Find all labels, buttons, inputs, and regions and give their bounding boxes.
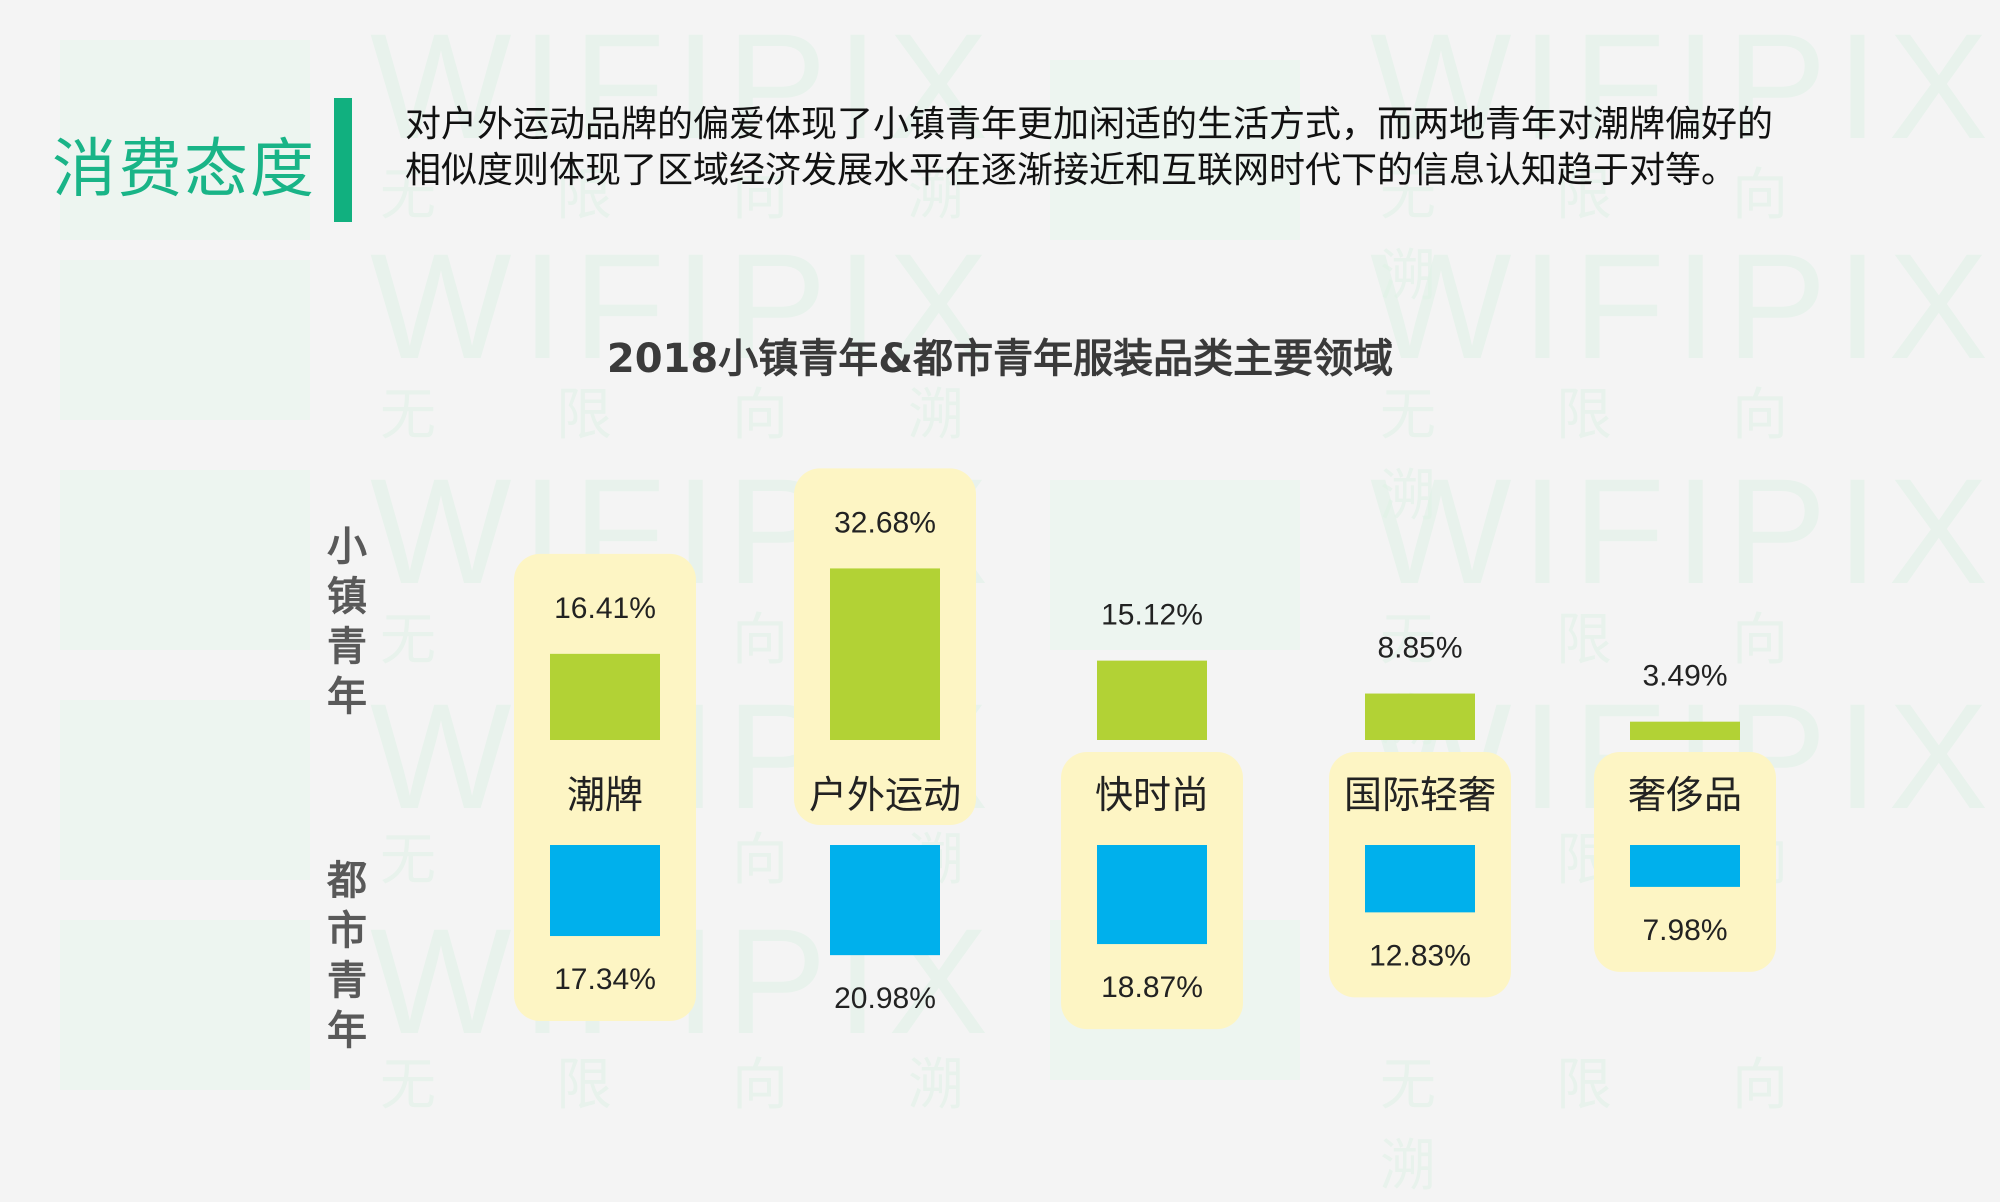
category-label: 户外运动 [809,773,961,817]
watermark-word: WIFIPIX [1370,222,1999,390]
data-label-city: 17.34% [554,963,656,996]
watermark-word: WIFIPIX [370,222,999,390]
category-label: 快时尚 [1095,773,1209,817]
watermark-chars: 无限向溯 [380,1053,1084,1118]
watermark-chars: 无限向溯 [380,163,1084,228]
data-label-town: 32.68% [834,506,936,539]
watermark-word: WIFIPIX [370,2,999,170]
bar-city [550,845,660,937]
bar-town [830,568,940,740]
category-label: 奢侈品 [1628,773,1742,817]
data-label-town: 8.85% [1377,632,1462,665]
data-label-town: 3.49% [1642,660,1727,693]
bar-city [1630,845,1740,887]
bar-town [1097,660,1207,740]
watermark-word: WIFIPIX [1370,2,1999,170]
data-label-town: 16.41% [554,592,656,625]
bar-town [550,653,660,740]
bar-city [1097,845,1207,945]
bar-city [1365,845,1475,913]
bar-town [1630,721,1740,740]
bar-city [830,845,940,956]
series-label-city: 都市青年 [327,858,367,1054]
category-label: 国际轻奢 [1344,773,1496,817]
page-title: 消费态度 [52,133,316,207]
category-label: 潮牌 [567,773,643,817]
data-label-city: 20.98% [834,982,936,1015]
bar-chart: 16.41% 潮牌 17.34% 32.68% 户外运动 20.98% 15.12% 快时尚 1… [514,468,1776,1030]
data-label-town: 15.12% [1101,599,1203,632]
watermark-word: WIFIPIX [1370,447,1999,615]
watermark-chars: 无限向溯 [1380,608,1908,754]
page-description: 对户外运动品牌的偏爱体现了小镇青年更加闲适的生活方式，而两地青年对潮牌偏好的相似… [405,104,1774,191]
watermark-chars: 无限向溯 [1380,383,1908,529]
watermark-chars: 无限向溯 [1380,163,1908,309]
data-label-city: 7.98% [1642,914,1727,947]
chart-title: 2018小镇青年&都市青年服装品类主要领域 [606,336,1394,382]
bar-town [1365,693,1475,740]
data-label-city: 12.83% [1369,939,1471,972]
data-label-city: 18.87% [1101,971,1203,1004]
title-divider [334,98,352,222]
watermark-chars: 无限向溯 [380,383,1084,448]
series-label-town: 小镇青年 [327,524,367,720]
